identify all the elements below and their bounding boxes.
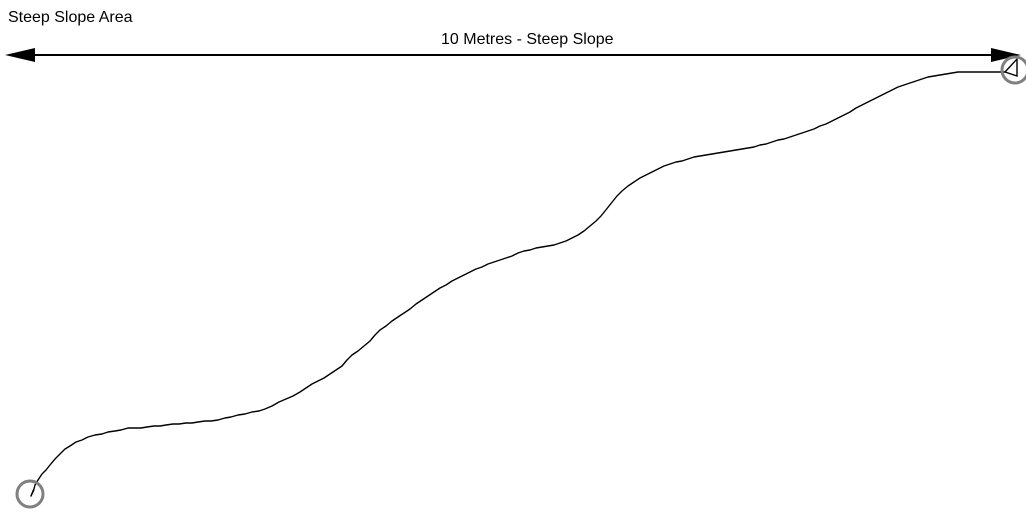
start-marker-tick [30,489,35,497]
end-marker [1000,55,1026,85]
slope-profile-line [30,71,1006,497]
start-circle-icon [15,479,45,509]
end-circle-icon [1000,55,1026,85]
start-marker [15,479,45,509]
area-title: Steep Slope Area [8,9,133,26]
dimension-label: 10 Metres - Steep Slope [441,31,614,48]
right-arrowhead [991,48,1021,62]
end-marker-flag [1004,57,1018,77]
dimension-arrow [5,48,1021,62]
left-arrowhead [5,48,35,62]
